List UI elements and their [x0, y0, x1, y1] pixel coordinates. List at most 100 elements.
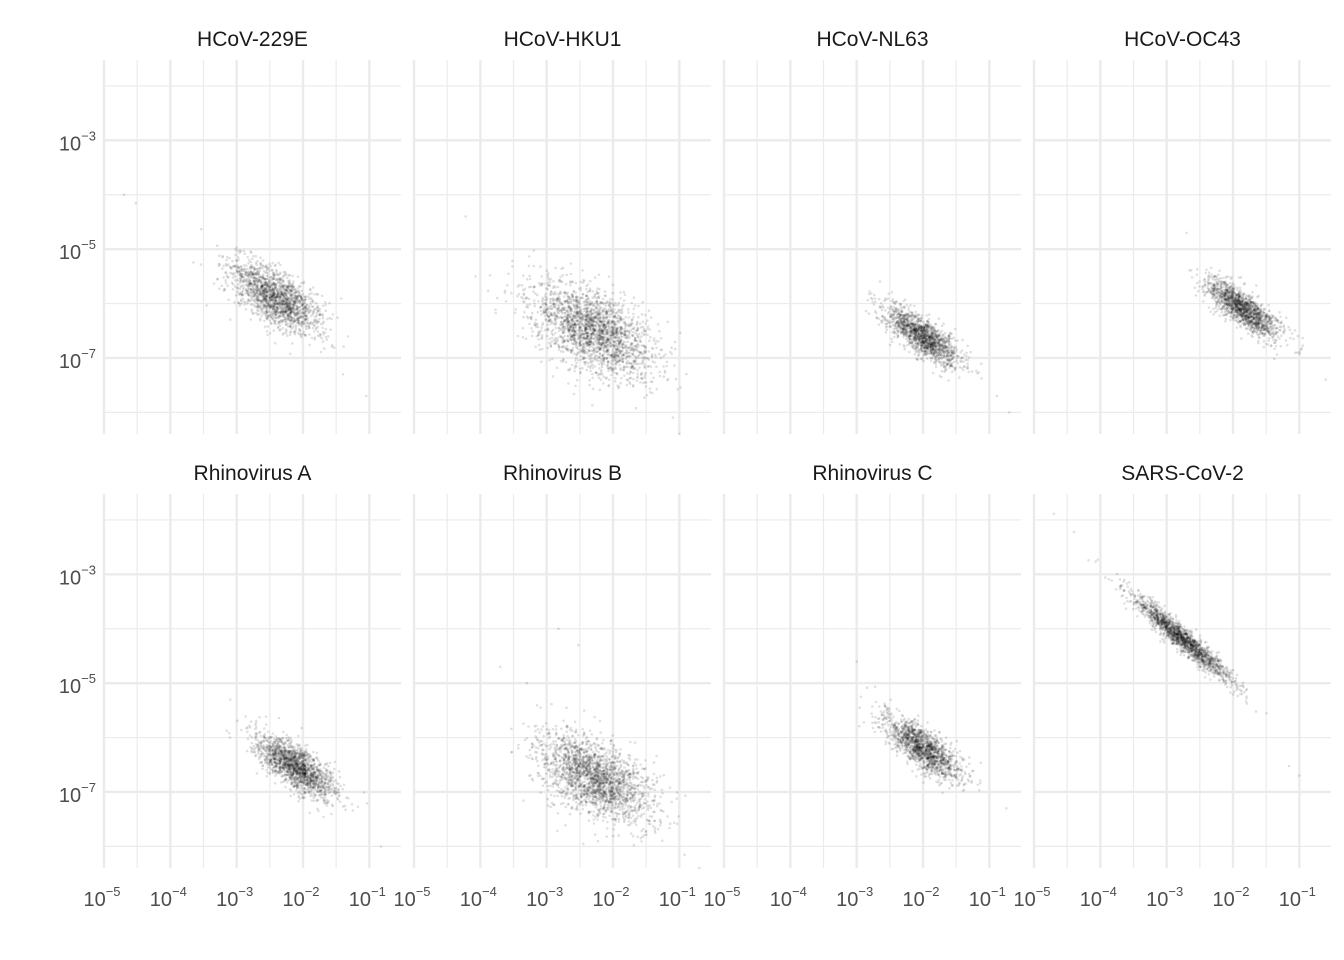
- data-point: [622, 290, 626, 294]
- data-point: [289, 313, 292, 317]
- data-point: [244, 301, 247, 304]
- data-point: [221, 254, 224, 258]
- data-point: [619, 355, 623, 359]
- data-point: [292, 311, 295, 314]
- data-point: [269, 300, 272, 303]
- data-point: [647, 350, 651, 353]
- data-point: [291, 322, 295, 326]
- data-point: [258, 266, 262, 270]
- data-point: [304, 325, 308, 329]
- data-point: [259, 280, 263, 283]
- data-point: [275, 270, 278, 274]
- data-point: [646, 327, 649, 331]
- data-point: [237, 266, 240, 269]
- data-point: [284, 309, 288, 313]
- data-point: [664, 353, 667, 356]
- data-point: [240, 275, 244, 279]
- data-point-outlier: [464, 215, 467, 218]
- data-point: [556, 296, 559, 300]
- data-point: [295, 311, 298, 315]
- data-point: [306, 321, 309, 325]
- data-point: [241, 280, 245, 284]
- data-point: [586, 315, 589, 319]
- data-point: [558, 301, 562, 305]
- data-point: [579, 343, 582, 347]
- data-point: [233, 285, 237, 288]
- data-point: [235, 259, 238, 262]
- data-point: [593, 340, 597, 344]
- data-point: [639, 381, 642, 384]
- data-point: [237, 265, 240, 269]
- data-point: [557, 280, 561, 283]
- data-point: [522, 315, 525, 319]
- data-point: [312, 330, 316, 333]
- data-point: [324, 301, 327, 304]
- data-point: [278, 294, 282, 298]
- data-point: [516, 334, 520, 338]
- data-point: [342, 345, 345, 348]
- data-point: [575, 361, 578, 365]
- data-point: [245, 289, 248, 293]
- data-point: [969, 350, 972, 354]
- data-point: [299, 295, 303, 299]
- data-point: [960, 349, 964, 352]
- data-point: [547, 272, 550, 275]
- data-point: [273, 287, 277, 290]
- data-point: [320, 294, 324, 298]
- data-point: [520, 284, 524, 287]
- data-point: [644, 371, 647, 375]
- data-point: [293, 300, 297, 304]
- data-point: [494, 311, 498, 315]
- data-point: [313, 308, 316, 311]
- data-point: [643, 366, 647, 370]
- data-point: [871, 300, 874, 304]
- data-point: [249, 263, 253, 267]
- data-point: [246, 300, 250, 304]
- data-point: [281, 281, 285, 284]
- data-point: [265, 290, 269, 294]
- data-point: [292, 309, 296, 313]
- data-point: [255, 288, 259, 292]
- data-point: [234, 294, 238, 297]
- data-point: [619, 291, 622, 294]
- data-point: [659, 337, 663, 340]
- data-point: [926, 319, 929, 323]
- data-point: [250, 265, 254, 268]
- data-point: [274, 306, 277, 310]
- data-point: [538, 348, 542, 352]
- data-point: [287, 297, 290, 301]
- data-point: [326, 335, 330, 338]
- data-point: [955, 347, 959, 351]
- data-point: [532, 285, 536, 289]
- data-point: [673, 364, 676, 367]
- data-point: [276, 311, 280, 315]
- data-point: [271, 276, 274, 279]
- data-point: [307, 324, 310, 328]
- data-point: [248, 283, 251, 287]
- data-point: [302, 306, 306, 310]
- data-point: [293, 330, 296, 334]
- data-point: [266, 325, 270, 328]
- data-point: [259, 290, 263, 293]
- data-point: [893, 335, 896, 339]
- data-point: [638, 322, 642, 326]
- data-point: [236, 270, 240, 274]
- data-point: [324, 303, 328, 307]
- data-point: [890, 319, 894, 322]
- data-point: [257, 279, 261, 282]
- data-point: [556, 336, 559, 340]
- data-point: [288, 281, 292, 285]
- data-point: [632, 349, 636, 352]
- data-point: [257, 273, 261, 277]
- data-point: [603, 319, 606, 322]
- data-point: [623, 293, 627, 297]
- data-point: [250, 296, 253, 300]
- data-point: [632, 316, 635, 319]
- data-point-outlier: [671, 416, 675, 419]
- data-point: [890, 290, 894, 294]
- data-point: [585, 350, 588, 354]
- data-point: [286, 313, 290, 317]
- data-point: [591, 372, 594, 376]
- data-point: [646, 365, 650, 368]
- data-point: [606, 361, 610, 365]
